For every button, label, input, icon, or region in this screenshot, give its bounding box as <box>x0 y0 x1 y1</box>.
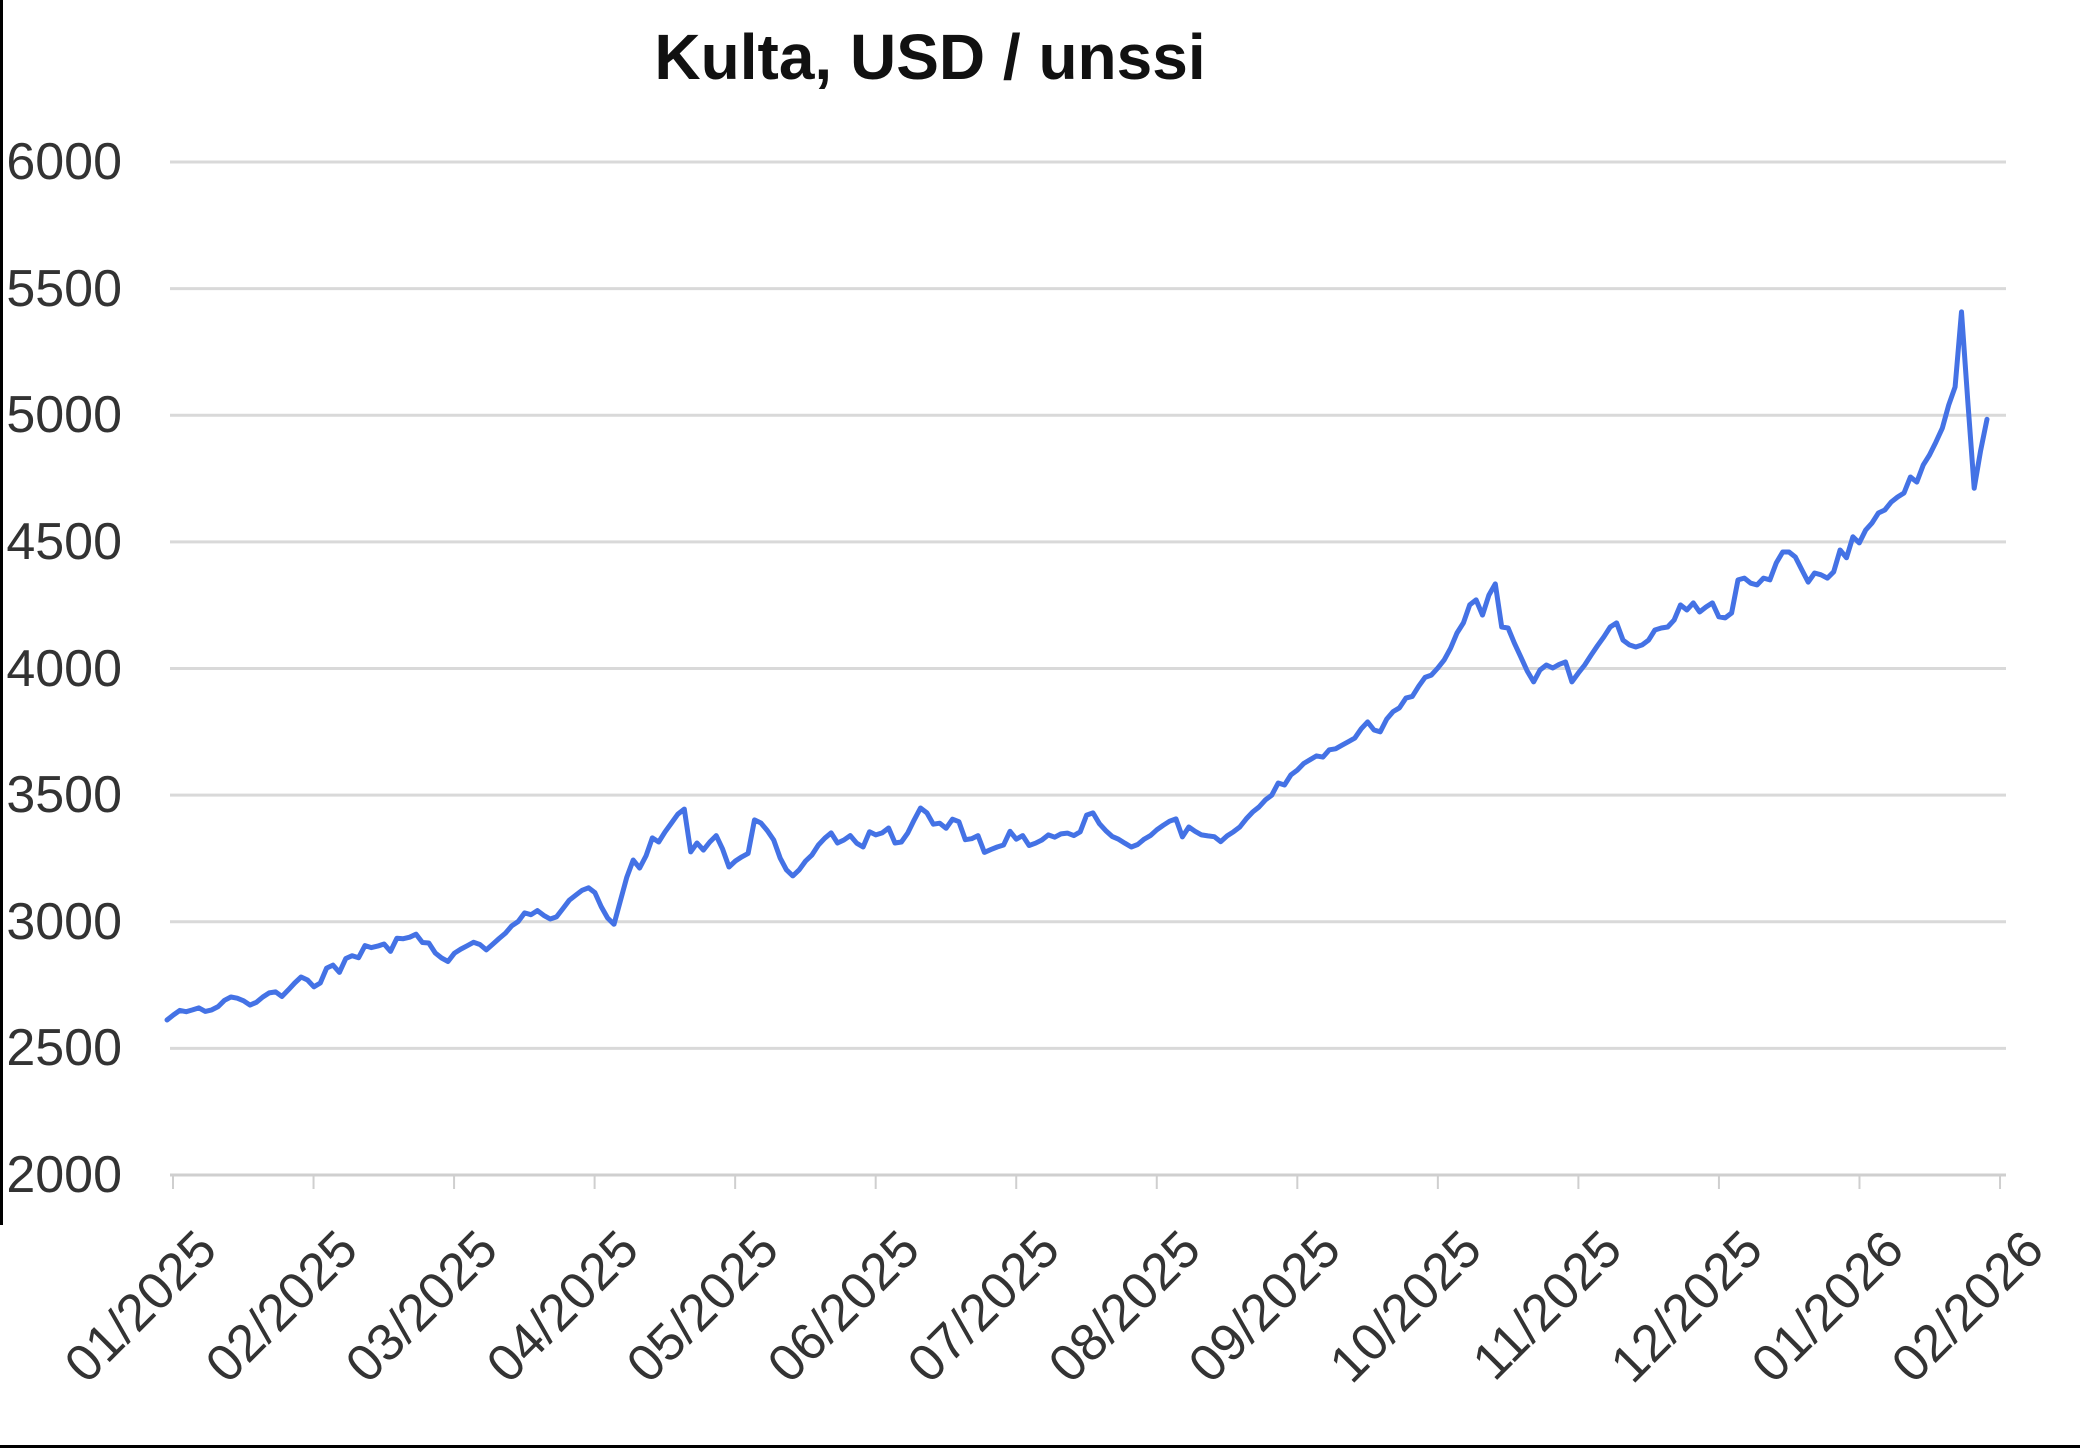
y-axis-label: 6000 <box>6 133 122 191</box>
bottom-border <box>0 1445 2080 1448</box>
price-line-series <box>164 309 1990 1023</box>
y-axis-label: 3500 <box>6 766 122 825</box>
chart-title: Kulta, USD / unssi <box>654 21 1206 93</box>
y-axis-label: 4000 <box>6 639 122 698</box>
left-border <box>0 0 3 1225</box>
y-axis-label: 5500 <box>6 259 122 318</box>
y-axis-label: 5000 <box>6 386 122 445</box>
y-axis-label: 3000 <box>6 892 122 951</box>
y-axis-label: 4500 <box>6 512 122 571</box>
y-axis-label: 2000 <box>6 1146 122 1204</box>
y-axis-label: 2500 <box>6 1019 122 1078</box>
